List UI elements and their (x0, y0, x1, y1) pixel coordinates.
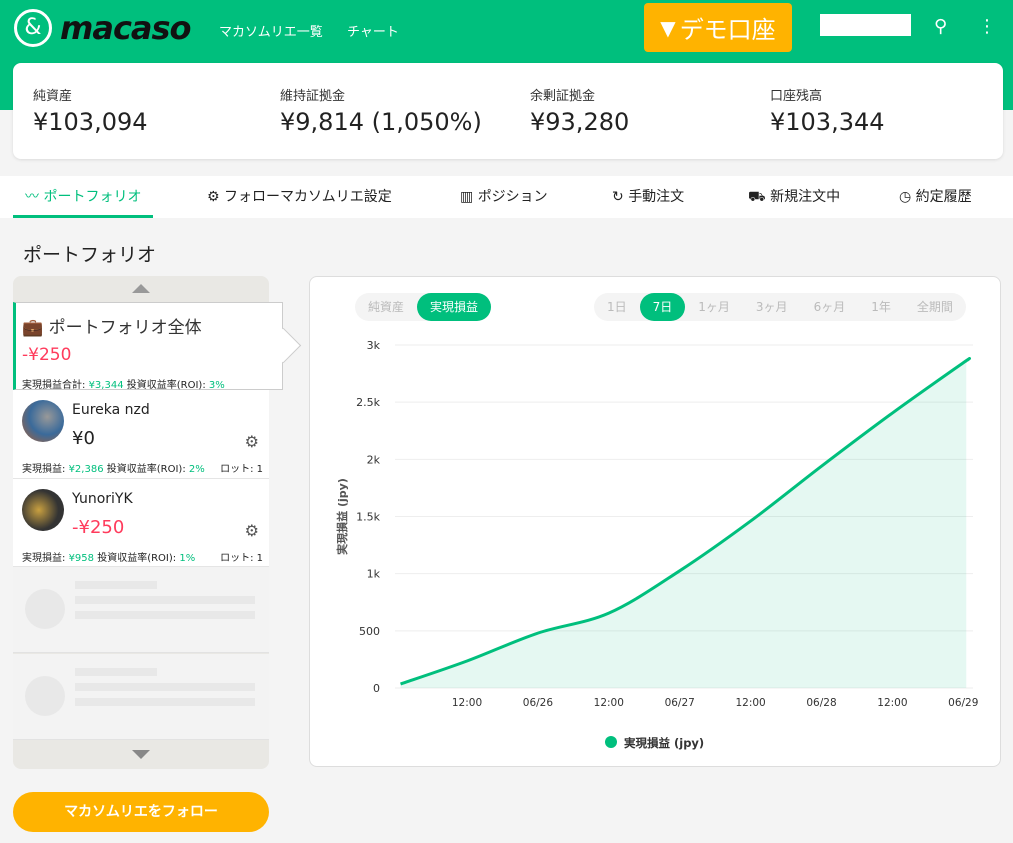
y-tick-label: 3k (367, 339, 381, 352)
x-tick-label: 12:00 (735, 697, 765, 709)
toggle-realized-pnl[interactable]: 実現損益 (417, 293, 492, 321)
demo-account-badge: ▼ デモ口座 (644, 3, 792, 52)
summary-free-margin: 余剰証拠金 ¥93,280 (530, 89, 630, 136)
tab-follow-settings[interactable]: ⚙ フォローマカソムリエ設定 (207, 189, 392, 205)
nav-sommelier-list[interactable]: マカソムリエ一覧 (219, 25, 323, 40)
summary-balance: 口座残高 ¥103,344 (770, 89, 885, 136)
tab-positions[interactable]: ▥ ポジション (460, 189, 548, 205)
range-6m[interactable]: 6ヶ月 (813, 300, 846, 314)
legend-marker (605, 736, 617, 748)
tab-portfolio[interactable]: 〰 ポートフォリオ (13, 176, 154, 218)
x-tick-label: 12:00 (594, 697, 624, 709)
x-tick-label: 12:00 (877, 697, 907, 709)
summary-margin: 維持証拠金 ¥9,814 (1,050%) (280, 89, 482, 136)
username-redacted (820, 14, 911, 36)
x-tick-label: 06/28 (806, 697, 836, 709)
logo-mark-icon: & (14, 9, 52, 47)
page-title: ポートフォリオ (23, 244, 157, 266)
summary-net-assets: 純資産 ¥103,094 (33, 89, 148, 136)
logo[interactable]: & macaso (14, 9, 192, 47)
y-tick-label: 2.5k (356, 396, 380, 409)
toggle-net-assets[interactable]: 純資産 (368, 300, 405, 314)
avatar (22, 400, 64, 442)
account-summary: 純資産 ¥103,094 維持証拠金 ¥9,814 (1,050%) 余剰証拠金 ¥9… (13, 63, 1003, 159)
y-tick-label: 0 (373, 682, 380, 695)
cart-icon: ⛟ (748, 189, 766, 205)
user-icon[interactable]: ⚲ (934, 16, 948, 37)
legend-label: 実現損益 (jpy) (624, 736, 704, 750)
scroll-down-icon[interactable] (132, 750, 150, 759)
area-fill (400, 358, 970, 688)
sommelier-item[interactable]: Eureka nzd ¥0 ⚙ 実現損益: ¥2,386 投資収益率(ROI):… (13, 390, 269, 479)
tab-pending-orders[interactable]: ⛟ 新規注文中 (748, 189, 841, 205)
more-vert-icon[interactable]: ⋮ (978, 16, 996, 37)
x-tick-label: 06/27 (665, 697, 695, 709)
clock-icon: ◷ (899, 189, 912, 205)
range-1m[interactable]: 1ヶ月 (698, 300, 730, 314)
gear-icon[interactable]: ⚙ (244, 521, 259, 540)
sommelier-list: 💼 ポートフォリオ全体 -¥250 実現損益合計: ¥3,344 投資収益率(R… (13, 276, 283, 769)
refresh-icon: ↻ (612, 189, 624, 205)
gear-icon[interactable]: ⚙ (244, 432, 259, 451)
beginner-mark-icon: ▼ (660, 15, 676, 40)
range-3m[interactable]: 3ヶ月 (755, 300, 788, 314)
tab-manual-order[interactable]: ↻ 手動注文 (612, 189, 685, 205)
range-all[interactable]: 全期間 (916, 300, 953, 314)
y-tick-label: 500 (359, 625, 380, 638)
tab-trade-history[interactable]: ◷ 約定履歴 (899, 189, 972, 205)
follow-sommelier-button[interactable]: マカソムリエをフォロー (13, 792, 269, 832)
x-tick-label: 06/29 (948, 697, 978, 709)
gear-icon: ⚙ (207, 189, 220, 205)
series-line (400, 356, 972, 686)
range-selector: 1日 7日 1ヶ月 3ヶ月 6ヶ月 1年 全期間 (594, 293, 966, 321)
y-tick-label: 1k (367, 568, 381, 581)
skeleton-item (13, 654, 269, 740)
portfolio-total-item[interactable]: 💼 ポートフォリオ全体 -¥250 実現損益合計: ¥3,344 投資収益率(R… (13, 302, 283, 391)
chart-card: 純資産 実現損益 1日 7日 1ヶ月 3ヶ月 6ヶ月 1年 全期間 0 500 1k… (309, 276, 1001, 767)
range-1y[interactable]: 1年 (871, 300, 891, 314)
scroll-up-icon[interactable] (132, 284, 150, 293)
range-7d[interactable]: 7日 (639, 293, 686, 321)
bar-chart-icon: ▥ (460, 189, 474, 205)
skeleton-item (13, 567, 269, 653)
y-tick-label: 2k (367, 453, 381, 466)
sommelier-item[interactable]: YunoriYK -¥250 ⚙ 実現損益: ¥958 投資収益率(ROI): … (13, 479, 269, 567)
range-1d[interactable]: 1日 (607, 300, 627, 314)
nav-chart[interactable]: チャート (347, 25, 399, 40)
pnl-chart: 0 500 1k 1.5k 2k 2.5k 3k 12:00 06/26 12:00 06/27 12… (335, 339, 978, 750)
trend-icon: 〰 (25, 189, 39, 205)
y-tick-label: 1.5k (356, 511, 380, 524)
chart-type-toggle: 純資産 実現損益 (355, 293, 492, 321)
x-tick-label: 06/26 (523, 697, 554, 709)
y-axis-label: 実現損益 (jpy) (335, 478, 349, 555)
x-tick-label: 12:00 (452, 697, 482, 709)
briefcase-icon: 💼 (22, 318, 44, 338)
avatar (22, 489, 64, 531)
tab-bar: 〰 ポートフォリオ ⚙ フォローマカソムリエ設定 ▥ ポジション ↻ 手動注文 … (0, 176, 1013, 218)
